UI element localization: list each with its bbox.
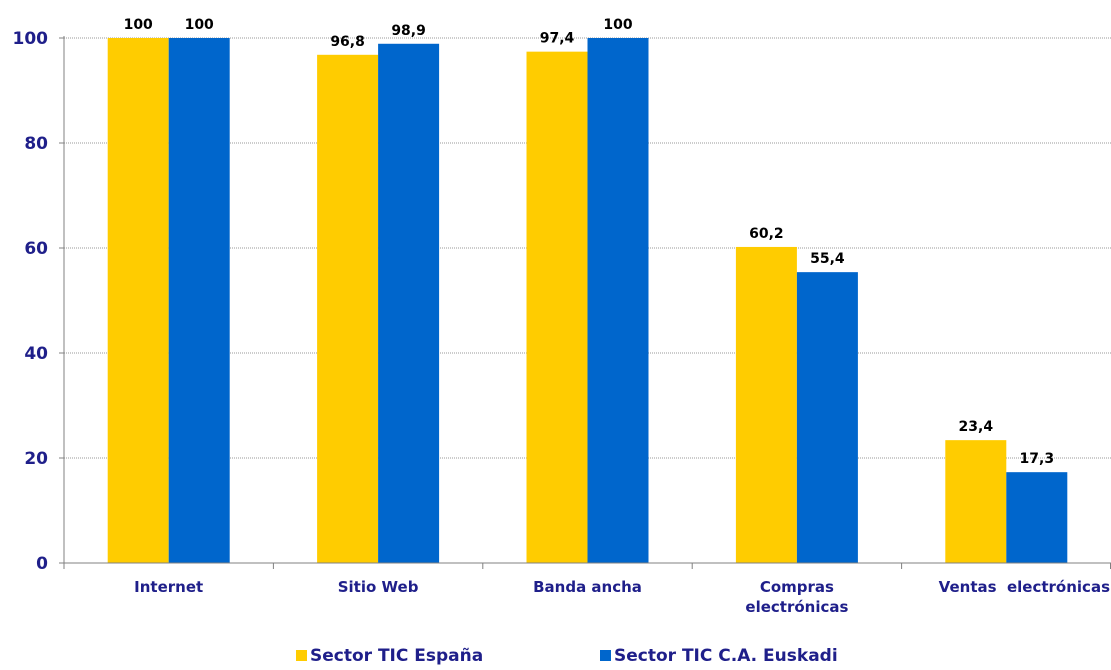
x-tick-label: Sitio Web <box>338 578 419 596</box>
bar-series-1 <box>527 52 588 563</box>
bar-series-1 <box>736 247 797 563</box>
x-tick-label: Banda ancha <box>533 578 642 596</box>
data-label: 100 <box>603 17 632 33</box>
bar-series-1 <box>108 38 169 563</box>
data-label: 96,8 <box>330 34 365 50</box>
data-label: 17,3 <box>1020 451 1055 467</box>
y-tick-label: 0 <box>36 554 48 574</box>
bar-series-2 <box>169 38 230 563</box>
data-label: 98,9 <box>391 23 426 39</box>
data-label: 55,4 <box>810 251 845 267</box>
bar-series-2 <box>588 38 649 563</box>
y-tick-label: 20 <box>24 449 48 469</box>
legend-swatch <box>600 650 611 661</box>
data-label: 100 <box>185 17 214 33</box>
bar-series-2 <box>378 44 439 563</box>
x-tick-label: electrónicas <box>745 598 848 616</box>
legend-label: Sector TIC C.A. Euskadi <box>614 646 838 665</box>
bar-series-1 <box>317 55 378 563</box>
y-tick-label: 80 <box>24 134 48 154</box>
legend-swatch <box>296 650 307 661</box>
legend-label: Sector TIC España <box>310 646 483 665</box>
bar-series-1 <box>945 440 1006 563</box>
data-label: 60,2 <box>749 226 784 242</box>
data-label: 100 <box>124 17 153 33</box>
data-label: 97,4 <box>540 31 575 47</box>
bars <box>108 38 1068 563</box>
y-tick-label: 60 <box>24 239 48 259</box>
data-label: 23,4 <box>959 419 994 435</box>
x-tick-label: Ventas electrónicas <box>939 578 1110 596</box>
bar-series-2 <box>797 272 858 563</box>
y-tick-label: 100 <box>13 29 49 49</box>
legend: Sector TIC España Sector TIC C.A. Euskadi <box>296 646 838 665</box>
y-tick-label: 40 <box>24 344 48 364</box>
x-tick-label: Internet <box>134 578 203 596</box>
x-tick-label: Compras <box>760 578 834 596</box>
bar-series-2 <box>1006 472 1067 563</box>
